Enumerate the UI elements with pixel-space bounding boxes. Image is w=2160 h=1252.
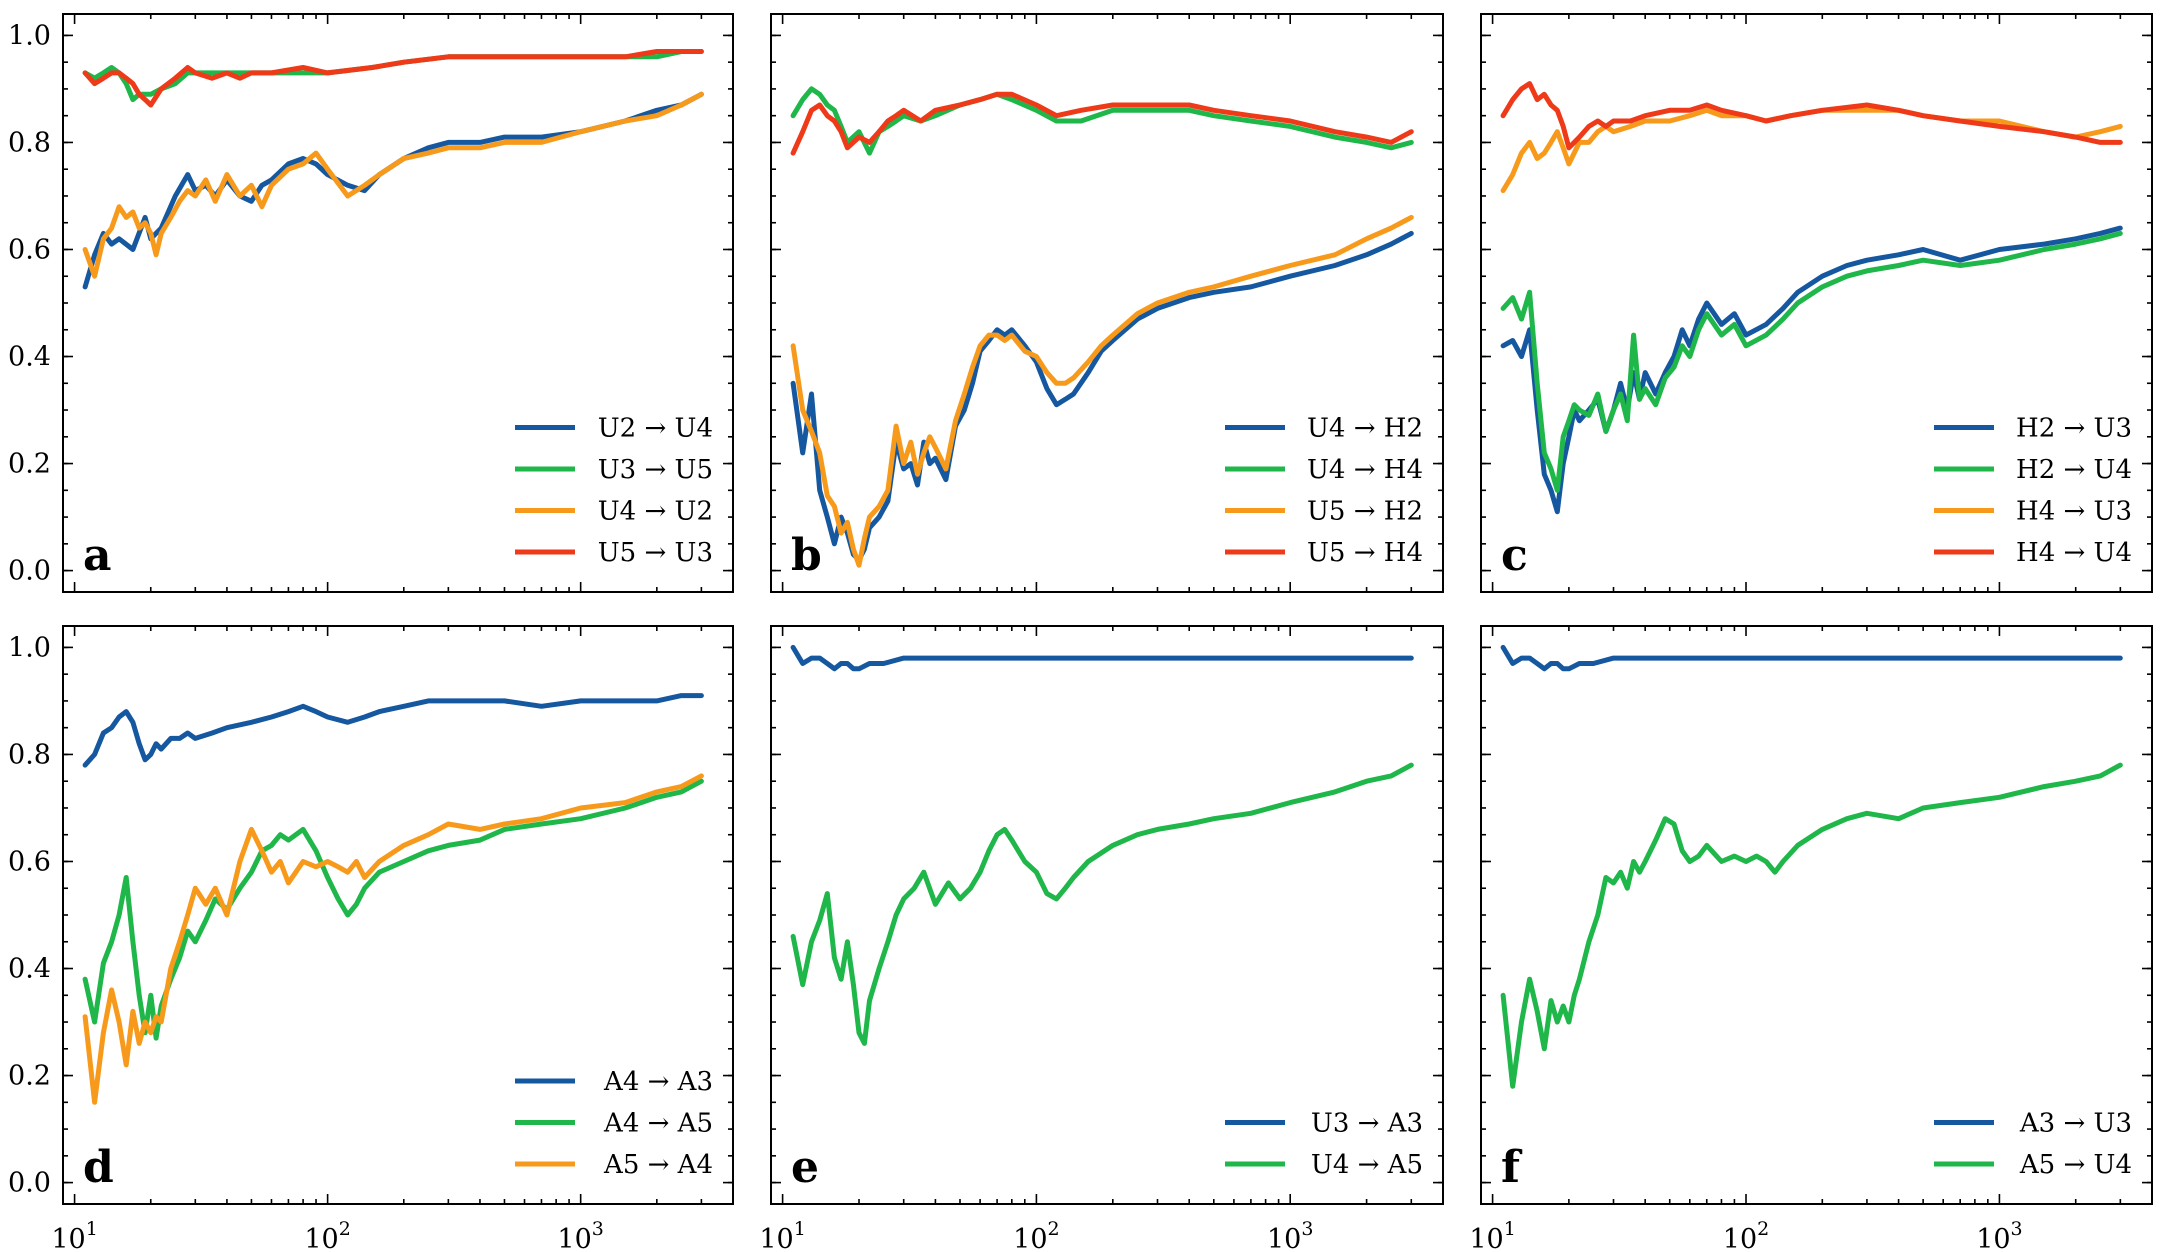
- series-line-1: [82, 693, 704, 768]
- y-tick-label: 0.8: [8, 739, 51, 770]
- series-line-4: [790, 91, 1414, 156]
- series-line-1: [82, 91, 704, 290]
- x-tick-label: 102: [1013, 1218, 1059, 1252]
- panel-b: b U4 → H2 U4 → H4 U5 → H2 U5 → H4: [770, 13, 1444, 593]
- legend-label: U3 → U5: [598, 455, 713, 485]
- legend-label: U3 → A3: [1311, 1109, 1423, 1139]
- series-group: [1500, 644, 2123, 1089]
- panel-c: c H2 → U3 H2 → U4 H4 → U3 H4 → U4: [1480, 13, 2153, 593]
- y-tick-label: 0.8: [8, 127, 51, 158]
- panel-e: 101 102 103 e U3 → A3 U4 → A5: [759, 625, 1444, 1252]
- y-tick-label: 0.2: [8, 449, 51, 480]
- series-line-1: [790, 644, 1414, 672]
- x-tick-label: 103: [1976, 1218, 2022, 1252]
- series-line-4: [82, 49, 704, 108]
- series-line-1: [1500, 644, 2123, 672]
- legend-label: U4 → H4: [1307, 455, 1423, 485]
- y-tick-label: 0.4: [8, 342, 51, 373]
- legend-label: A5 → A4: [603, 1150, 713, 1180]
- y-tick-label: 0.0: [8, 556, 51, 587]
- panel-f: 101 102 103 f A3 → U3 A5 → U4: [1469, 625, 2153, 1252]
- x-tick-label: 102: [304, 1218, 350, 1252]
- series-group: [1500, 81, 2123, 515]
- series-line-3: [82, 773, 704, 1105]
- legend-label: U4 → A5: [1311, 1150, 1423, 1180]
- legend-label: U4 → H2: [1307, 414, 1423, 444]
- legend-label: U5 → H2: [1307, 497, 1423, 527]
- series-line-2: [82, 778, 704, 1041]
- x-tick-label: 101: [51, 1218, 97, 1252]
- legend-label: U4 → U2: [598, 497, 713, 527]
- y-tick-label: 1.0: [8, 20, 51, 51]
- legend: A3 → U3 A5 → U4: [1934, 1109, 2132, 1180]
- legend-label: H2 → U3: [2016, 414, 2132, 444]
- legend-label: H4 → U3: [2016, 497, 2132, 527]
- panel-letter: a: [83, 530, 112, 581]
- y-tick-label: 0.0: [8, 1168, 51, 1199]
- x-tick-label: 103: [557, 1218, 603, 1252]
- series-group: [82, 693, 704, 1105]
- series-line-1: [1500, 225, 2123, 515]
- panel-a: 0.0 0.2 0.4 0.6 0.8 1.0 a U2 → U4 U3 → U5 U4 → U2…: [8, 13, 734, 593]
- y-tick-label: 0.2: [8, 1061, 51, 1092]
- y-tick-label: 0.4: [8, 954, 51, 985]
- legend: U4 → H2 U4 → H4 U5 → H2 U5 → H4: [1225, 414, 1423, 568]
- x-tick-label: 103: [1267, 1218, 1313, 1252]
- series-line-2: [790, 762, 1414, 1046]
- series-line-4: [1500, 81, 2123, 151]
- legend-label: H2 → U4: [2016, 455, 2132, 485]
- series-line-2: [1500, 762, 2123, 1089]
- series-line-2: [1500, 230, 2123, 493]
- panel-letter: b: [791, 530, 822, 581]
- series-line-3: [790, 214, 1414, 568]
- legend-label: U5 → H4: [1307, 538, 1423, 568]
- legend: U3 → A3 U4 → A5: [1225, 1109, 1423, 1180]
- legend-label: U2 → U4: [598, 414, 713, 444]
- legend-label: A4 → A3: [603, 1067, 713, 1097]
- panel-letter: f: [1501, 1142, 1523, 1193]
- legend-label: A5 → U4: [2019, 1150, 2132, 1180]
- y-tick-label: 0.6: [8, 234, 51, 265]
- legend-label: A4 → A5: [603, 1109, 713, 1139]
- legend-label: A3 → U3: [2019, 1109, 2132, 1139]
- legend-label: H4 → U4: [2016, 538, 2132, 568]
- series-group: [82, 49, 704, 290]
- y-tick-label: 0.6: [8, 846, 51, 877]
- series-line-3: [82, 91, 704, 279]
- legend: U2 → U4 U3 → U5 U4 → U2 U5 → U3: [515, 414, 713, 568]
- y-tick-label: 1.0: [8, 632, 51, 663]
- panel-letter: e: [791, 1142, 819, 1193]
- x-tick-label: 102: [1723, 1218, 1769, 1252]
- panel-letter: c: [1501, 530, 1528, 581]
- legend-label: U5 → U3: [598, 538, 713, 568]
- series-group: [790, 86, 1414, 568]
- legend: A4 → A3 A4 → A5 A5 → A4: [515, 1067, 713, 1180]
- series-group: [790, 644, 1414, 1046]
- panel-letter: d: [83, 1142, 114, 1193]
- legend: H2 → U3 H2 → U4 H4 → U3 H4 → U4: [1934, 414, 2132, 568]
- x-tick-label: 101: [759, 1218, 805, 1252]
- x-tick-label: 101: [1469, 1218, 1515, 1252]
